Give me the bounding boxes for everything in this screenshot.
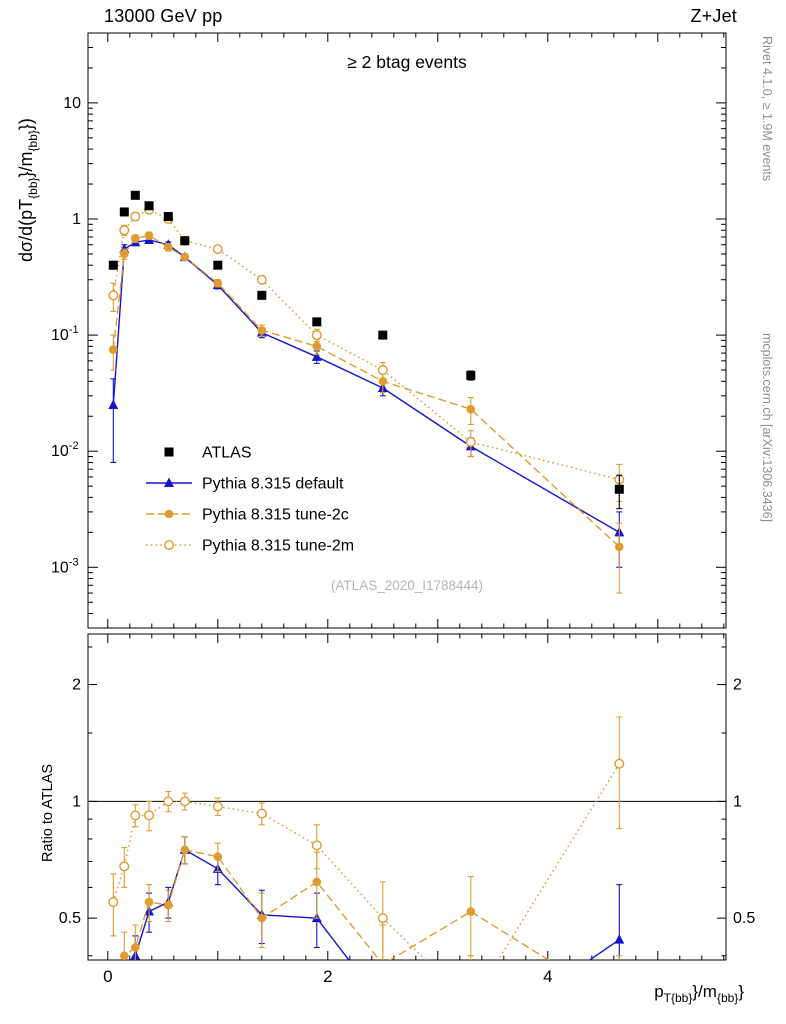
svg-text:0: 0	[103, 967, 112, 986]
mcplots-note: mcplots.cern.ch [arXiv:1306.3436]	[760, 333, 774, 522]
series-main-pythia-tune-2m	[108, 204, 625, 502]
x-axis-tick-labels: 0 2 4	[103, 967, 552, 986]
series-ratio-pythia-tune-2c	[120, 836, 623, 960]
x-axis-label: pT{bb}}/m{bb}}	[654, 982, 744, 1005]
legend-item-pythia-default: Pythia 8.315 default	[146, 476, 344, 493]
svg-text:Pythia 8.315 default: Pythia 8.315 default	[202, 476, 344, 493]
svg-text:0.5: 0.5	[59, 910, 81, 927]
rivet-version-note: Rivet 4.1.0, ≥ 1.9M events	[760, 36, 774, 182]
axis-ticks	[88, 32, 726, 960]
svg-text:Pythia 8.315 tune-2c: Pythia 8.315 tune-2c	[202, 507, 349, 524]
svg-text:10-3: 10-3	[51, 556, 79, 576]
legend: ATLAS Pythia 8.315 default Pythia 8.315 tu…	[146, 445, 354, 555]
svg-text:1: 1	[72, 793, 81, 810]
series-ratio-pythia-tune-2m	[108, 716, 625, 960]
svg-text:1: 1	[72, 211, 81, 228]
series-main-atlas	[108, 190, 624, 510]
plot-title: ≥ 2 btag events	[347, 52, 467, 72]
svg-text:2: 2	[323, 967, 332, 986]
frame-ratio-panel	[87, 633, 727, 961]
svg-text:Pythia 8.315 tune-2m: Pythia 8.315 tune-2m	[202, 538, 354, 555]
legend-item-pythia-tune-2c: Pythia 8.315 tune-2c	[146, 507, 349, 524]
svg-text:0.5: 0.5	[733, 910, 755, 927]
svg-text:1: 1	[733, 793, 742, 810]
svg-text:10-1: 10-1	[51, 324, 79, 344]
frame-main-panel	[87, 32, 727, 629]
svg-text:ATLAS: ATLAS	[202, 445, 252, 462]
legend-item-atlas: ATLAS	[164, 445, 252, 462]
svg-text:10: 10	[63, 95, 81, 112]
beam-energy-label: 13000 GeV pp	[104, 6, 223, 26]
svg-text:2: 2	[72, 677, 81, 694]
series-ratio-pythia-default	[130, 836, 625, 960]
svg-text:10-2: 10-2	[51, 440, 79, 460]
legend-item-pythia-tune-2m: Pythia 8.315 tune-2m	[146, 538, 354, 555]
svg-text:2: 2	[733, 677, 742, 694]
analysis-watermark: (ATLAS_2020_I1788444)	[330, 578, 484, 593]
svg-text:4: 4	[543, 967, 552, 986]
series-main-pythia-tune-2c	[109, 231, 624, 594]
series-main-pythia-default	[108, 234, 625, 568]
process-label: Z+Jet	[690, 6, 737, 26]
y-axis-tick-labels: 10-3 10-2 10-1 1 10 0.5 0.5 1 1 2 2	[51, 95, 755, 927]
